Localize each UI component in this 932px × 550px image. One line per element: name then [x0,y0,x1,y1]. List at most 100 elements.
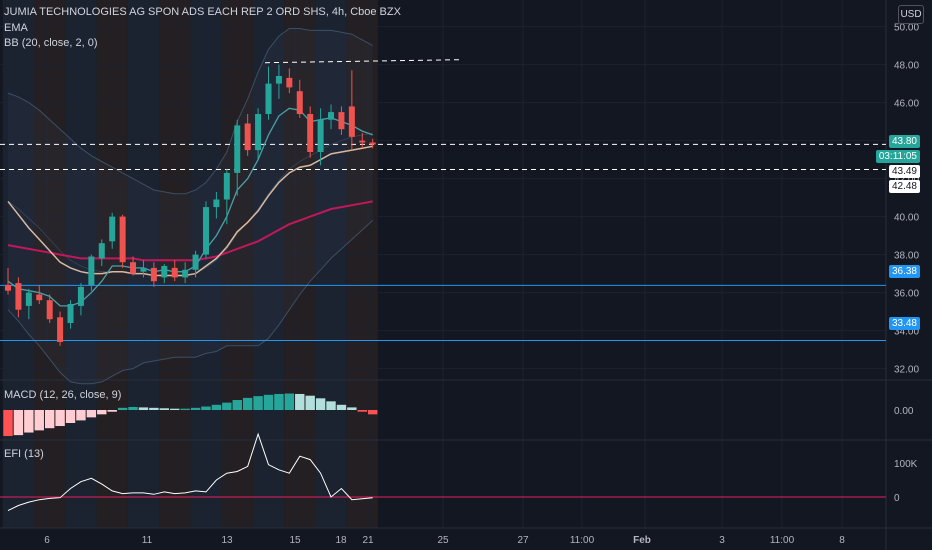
candle-body [25,292,32,306]
macd-bar-negative [55,410,65,427]
candle-up [25,288,32,320]
ema-legend[interactable]: EMA [4,22,28,34]
macd-bar-negative [34,410,44,431]
candle-body [213,199,220,208]
candles[interactable] [5,64,376,346]
candle-body [88,256,95,285]
candle-body [46,300,53,320]
candle-down [348,70,355,151]
support-tag-36-38: 36.38 [888,265,920,278]
candle-body [171,267,178,278]
candle-up [77,283,84,316]
price-axis[interactable]: 32.0034.0036.0038.0040.0042.0044.0046.00… [894,23,919,504]
candle-body [234,125,241,173]
macd-bar-negative [86,410,97,418]
bb-legend[interactable]: BB (20, close, 2, 0) [4,37,98,49]
macd-bar-positive [232,400,242,410]
efi-legend[interactable]: EFI (13) [4,448,44,460]
bb-lower-line [7,220,374,385]
macd-bar-positive [274,393,284,410]
candle-down [171,260,178,282]
candle-down [286,68,293,94]
macd-bar-positive [138,407,149,410]
last-price-tag: 43.80 [888,135,920,148]
macd-bar-positive [253,396,263,410]
macd-bar-positive [117,407,128,410]
efi-line [7,432,373,512]
candle-up [234,119,241,196]
candle-down [130,256,137,276]
efi-indicator [0,432,886,512]
candle-body [161,266,168,278]
macd-bar-negative [65,410,76,423]
candle-down [359,133,366,149]
currency-badge[interactable]: USD [898,5,924,24]
candle-body [109,216,116,242]
horizontal-lines[interactable] [0,59,886,341]
time-tick-label: 11 [142,535,153,546]
macd-bar-positive [347,407,357,410]
candle-up [265,66,272,120]
macd-bar-negative [107,410,117,412]
candle-body [5,285,11,291]
macd-bar-positive [222,402,232,410]
candle-up [88,254,95,291]
macd-bar-positive [128,406,138,410]
time-tick-label: 18 [335,535,347,546]
price-tick-label: 36.00 [894,289,919,300]
candle-body [67,304,74,323]
candle-up [255,108,262,160]
macd-bar-positive [315,398,326,410]
candle-down [57,311,64,346]
support-tag-33-48: 33.48 [888,317,920,330]
price-tick-label: 40.00 [894,213,919,224]
macd-legend[interactable]: MACD (12, 26, close, 9) [4,389,122,401]
candle-down [36,285,43,304]
candle-body [192,254,199,270]
macd-bar-positive [170,408,180,410]
time-tick-label: 27 [517,535,529,546]
candle-up [202,201,209,259]
candle-body [244,123,251,151]
time-tick-label: 3 [719,535,725,546]
time-tick-label: 6 [44,535,50,546]
price-tick-label: 34.00 [894,327,919,338]
candle-down [46,294,53,323]
candle-body [57,317,64,342]
macd-bar-positive [211,404,222,410]
macd-bar-positive [336,404,347,410]
candle-up [98,239,105,266]
efi-tick-label: 100K [894,459,918,470]
efi-tick-label: 0 [894,493,900,504]
macd-bar-negative [367,410,378,415]
candle-up [275,64,282,99]
macd-bar-positive [149,407,159,410]
time-tick-label: 13 [221,535,233,546]
candle-body [202,207,209,255]
resistance-trendline [264,59,461,64]
price-tick-label: 50.00 [894,23,919,34]
candle-body [223,172,230,200]
candle-up [109,212,116,249]
macd-bar-positive [263,394,274,410]
bb-fill [8,28,373,384]
time-axis[interactable]: 6 11 13 15 18 21 25 27 11:00 Feb 3 11:00 8 [44,535,845,546]
ema-mid-line [7,145,373,277]
price-tick-label: 38.00 [894,251,919,262]
candle-down [369,138,376,149]
price-tick-label: 32.00 [894,365,919,376]
macd-tick-label: 0.00 [894,406,914,417]
candle-up [328,104,335,130]
candle-body [140,267,147,272]
macd-bar-positive [295,393,305,410]
bollinger-bands [7,28,374,385]
macd-bar-negative [44,410,55,429]
candle-body [317,119,324,152]
candle-body [359,140,366,143]
candle-body [296,91,303,114]
macd-bar-positive [305,395,315,410]
countdown-tag: 03:11:05 [875,150,920,163]
macd-bar-negative [97,410,107,415]
